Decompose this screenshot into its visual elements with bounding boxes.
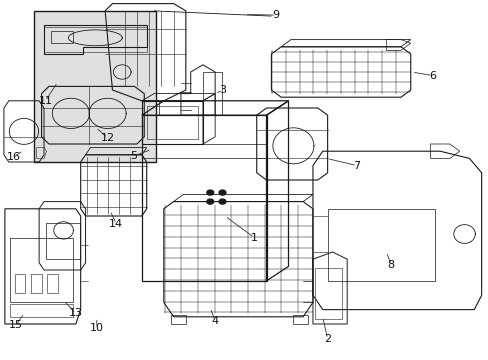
Bar: [327, 209, 434, 281]
Bar: [31, 274, 41, 293]
Text: 9: 9: [272, 10, 279, 20]
Circle shape: [219, 199, 225, 204]
Bar: [10, 304, 73, 317]
Text: 10: 10: [90, 323, 103, 333]
Bar: [10, 238, 73, 302]
Circle shape: [206, 190, 213, 195]
Text: 7: 7: [353, 161, 360, 171]
Text: 1: 1: [250, 233, 257, 243]
Text: 4: 4: [211, 316, 218, 326]
Text: 16: 16: [7, 152, 21, 162]
Bar: [46, 223, 80, 259]
Text: 3: 3: [219, 85, 226, 95]
Circle shape: [206, 199, 213, 204]
Bar: [47, 274, 58, 293]
Text: 12: 12: [101, 133, 114, 143]
Text: 6: 6: [428, 71, 435, 81]
Bar: [34, 11, 156, 162]
Text: 14: 14: [109, 219, 123, 229]
Text: 15: 15: [9, 320, 23, 330]
Text: 11: 11: [39, 96, 52, 106]
Text: 8: 8: [387, 260, 394, 270]
Bar: [146, 106, 198, 139]
Text: 5: 5: [130, 151, 137, 161]
Circle shape: [219, 190, 225, 195]
Bar: [15, 274, 25, 293]
Text: 2: 2: [324, 334, 330, 344]
Text: 13: 13: [69, 308, 82, 318]
Bar: [315, 268, 342, 319]
Bar: [51, 31, 73, 43]
